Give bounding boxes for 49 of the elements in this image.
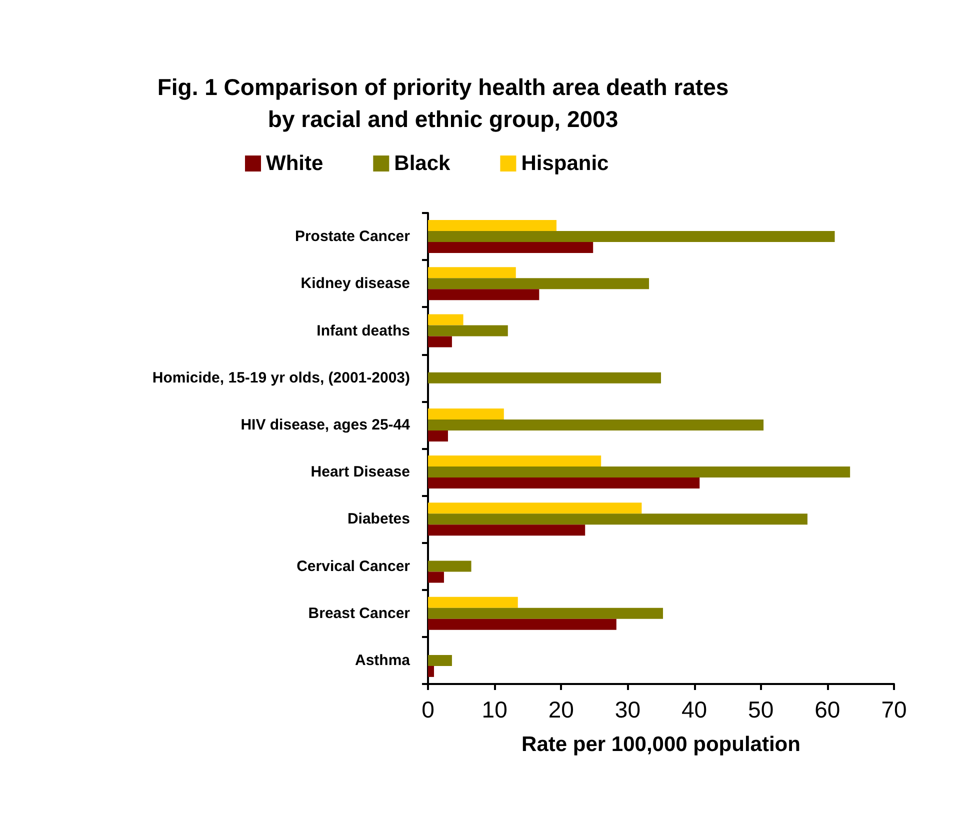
bar: [428, 560, 472, 572]
bar: [428, 618, 616, 630]
bar: [428, 572, 444, 583]
x-tick-label: 60: [814, 696, 840, 722]
bar: [428, 514, 808, 525]
bar: [428, 666, 434, 677]
y-tick-label: Heart Disease: [310, 464, 410, 481]
bar: [428, 430, 448, 442]
y-tick-label: Diabetes: [347, 510, 410, 528]
y-tick-label: Prostate Cancer: [294, 228, 410, 246]
x-tick-label: 30: [614, 696, 641, 722]
bar: [428, 608, 663, 619]
x-tick-label: 10: [482, 696, 508, 722]
bar: [428, 456, 602, 467]
bar: [428, 231, 835, 242]
y-tick-label: Breast Cancer: [308, 604, 410, 622]
y-tick-label: Asthma: [354, 652, 411, 669]
chart-title: Fig. 1 Comparison of priority health area death rates by racial and ethnic group, 2003: [157, 74, 729, 132]
bar: [428, 267, 516, 278]
x-tick-label: 0: [422, 696, 434, 722]
x-tick-label: 70: [881, 696, 907, 722]
legend-label: Black: [394, 152, 451, 175]
bar: [428, 242, 594, 254]
x-tick-label: 50: [748, 696, 774, 722]
bar: [428, 220, 556, 232]
y-tick-label: HIV disease, ages 25-44: [240, 416, 411, 434]
bar: [428, 325, 508, 336]
x-axis-title: Rate per 100,000 population: [522, 733, 800, 756]
bar: [428, 289, 540, 300]
legend-label: White: [266, 152, 324, 175]
x-tick-label: 40: [681, 696, 708, 722]
y-tick-label: Kidney disease: [300, 275, 410, 292]
y-tick-label: Homicide, 15-19 yr olds, (2001-2003): [152, 369, 410, 386]
bar: [428, 502, 642, 514]
bar: [428, 466, 850, 478]
bar: [428, 314, 464, 326]
x-tick-label: 20: [548, 696, 574, 722]
bar: [428, 372, 661, 384]
bar: [428, 596, 518, 608]
y-tick-label: Cervical Cancer: [296, 558, 410, 575]
bar: [428, 336, 452, 348]
bar: [428, 524, 586, 536]
bar: [428, 278, 650, 290]
bar: [428, 419, 764, 430]
bar: [428, 654, 452, 666]
y-tick-label: Infant deaths: [316, 322, 410, 340]
bar: [428, 408, 504, 420]
legend-label: Hispanic: [521, 152, 610, 175]
bar: [428, 478, 700, 489]
